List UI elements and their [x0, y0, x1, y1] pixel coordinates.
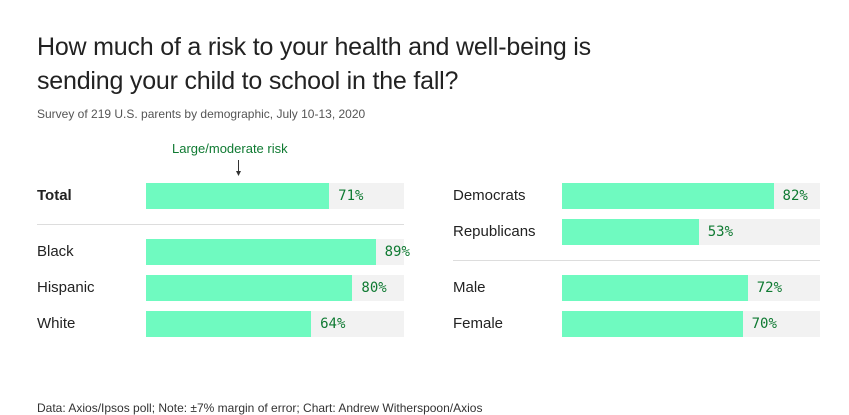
bar-row-black: Black 89% [37, 239, 464, 265]
bar [562, 275, 748, 301]
group-divider [37, 224, 404, 225]
bar-label: Black [37, 243, 74, 260]
bar-label: Total [37, 187, 72, 204]
bar-track [562, 311, 820, 337]
bar-track [146, 311, 404, 337]
bar-label: Republicans [453, 223, 536, 240]
bar-row-democrats: Democrats 82% [453, 183, 849, 209]
bar-track [146, 183, 404, 209]
bar-value-label: 80% [361, 280, 387, 296]
bar-row-total: Total 71% [37, 183, 464, 209]
chart-subtitle: Survey of 219 U.S. parents by demographi… [37, 107, 366, 121]
bar-row-white: White 64% [37, 311, 464, 337]
annotation-arrow-icon [236, 160, 241, 176]
bar-value-label: 89% [384, 244, 410, 260]
bar [146, 183, 330, 209]
bar [146, 311, 312, 337]
bar-row-male: Male 72% [453, 275, 849, 301]
bar [146, 275, 353, 301]
bar [562, 311, 743, 337]
bar-value-label: 70% [751, 316, 777, 332]
bar-label: Democrats [453, 187, 526, 204]
bar-value-label: 71% [338, 188, 364, 204]
bar-label: Hispanic [37, 279, 95, 296]
chart-title: How much of a risk to your health and we… [37, 33, 591, 95]
chart-footer: Data: Axios/Ipsos poll; Note: ±7% margin… [37, 401, 483, 415]
bar-value-label: 53% [707, 224, 734, 240]
bar-row-hispanic: Hispanic 80% [37, 275, 464, 301]
bar-label: White [37, 315, 76, 332]
group-divider [453, 260, 820, 261]
bar [146, 239, 376, 265]
bar-track [146, 239, 404, 265]
bar [562, 183, 774, 209]
bar-track [146, 275, 404, 301]
bar-track [562, 183, 820, 209]
bar-value-label: 64% [320, 316, 346, 332]
bar-row-republicans: Republicans 53% [453, 219, 849, 245]
bar-label: Male [453, 279, 486, 296]
bar-track [562, 275, 820, 301]
bar [562, 219, 699, 245]
bar-label: Female [453, 315, 504, 332]
bar-value-label: 72% [756, 280, 783, 296]
bar-track [562, 219, 820, 245]
annotation-label: Large/moderate risk [172, 141, 288, 156]
bar-value-label: 82% [782, 188, 808, 204]
bar-row-female: Female 70% [453, 311, 849, 337]
